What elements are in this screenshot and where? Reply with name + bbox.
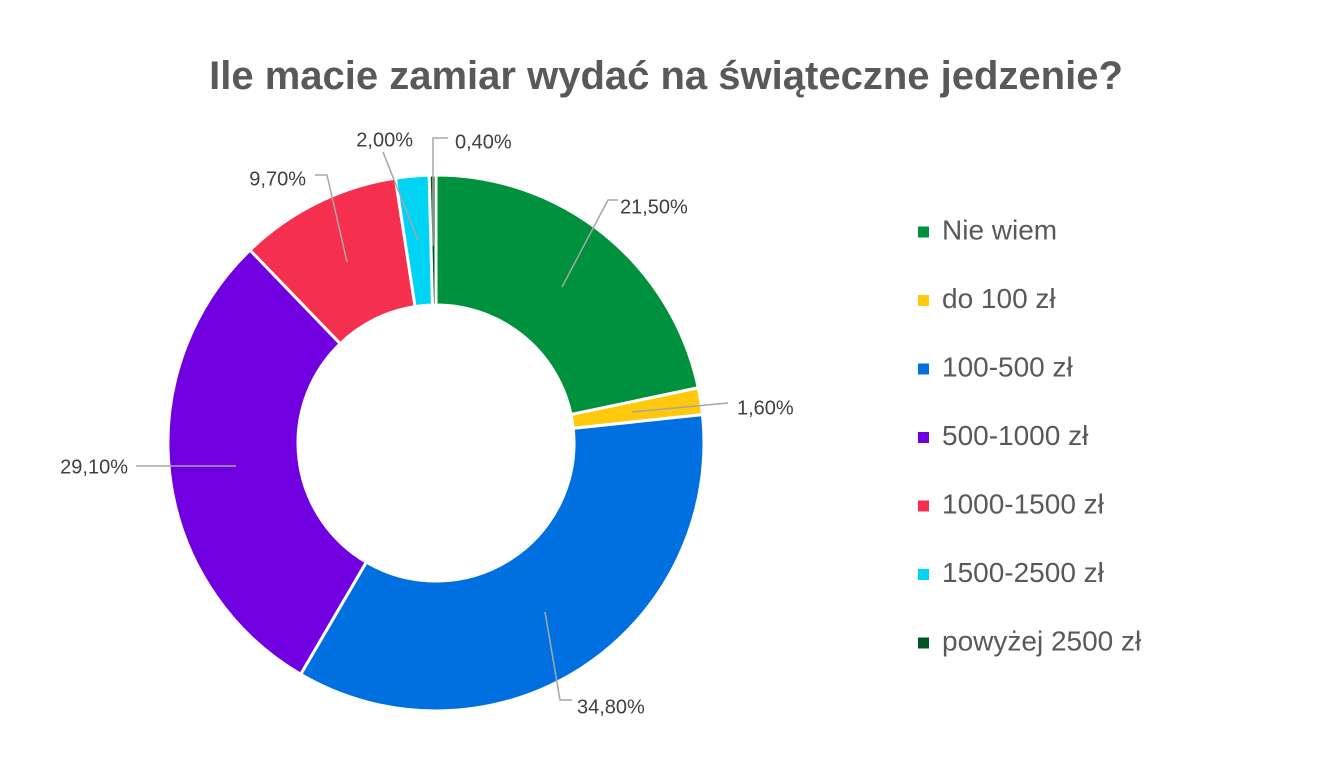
leader-lines [136, 137, 729, 701]
data-label-1500-2500-zl: 2,00% [356, 129, 413, 151]
legend-item-powyzej-2500-zl: powyżej 2500 zł [918, 625, 1142, 656]
data-label-nie-wiem: 21,50% [620, 196, 688, 218]
legend-swatch-nie-wiem [918, 226, 929, 238]
leader-line-nie-wiem [561, 199, 618, 288]
legend-swatch-500-1000-zl [918, 432, 929, 443]
legend-swatch-1500-2500-zl [918, 569, 929, 580]
data-label-500-1000-zl: 29,10% [60, 456, 128, 478]
legend-item-1000-1500-zl: 1000-1500 zł [918, 488, 1105, 519]
legend-swatch-100-500-zl [918, 363, 929, 375]
legend-swatch-powyzej-2500-zl [918, 637, 929, 649]
data-label-powyzej-2500-zl: 0,40% [455, 131, 512, 153]
legend-swatch-do-100-zl [918, 295, 929, 306]
legend-label-nie-wiem: Nie wiem [942, 214, 1057, 245]
legend-item-100-500-zl: 100-500 zł [918, 351, 1074, 382]
data-label-do-100-zl: 1,60% [737, 397, 794, 419]
legend-label-500-1000-zl: 500-1000 zł [942, 420, 1089, 451]
legend-label-1000-1500-zl: 1000-1500 zł [942, 488, 1105, 519]
legend-label-powyzej-2500-zl: powyżej 2500 zł [942, 625, 1142, 656]
legend-label-do-100-zl: do 100 zł [942, 283, 1056, 314]
leader-line-powyzej-2500-zl [432, 137, 448, 246]
slice-100-500-zl [298, 412, 706, 713]
data-label-100-500-zl: 34,80% [577, 696, 645, 718]
data-labels: 21,50% 1,60% 34,80% 29,10% 9,70% 2,00% 0,40% [60, 129, 794, 718]
legend-swatch-1000-1500-zl [918, 500, 929, 512]
legend-item-nie-wiem: Nie wiem [918, 214, 1057, 245]
slice-500-1000-zl [166, 247, 369, 677]
legend-item-500-1000-zl: 500-1000 zł [918, 420, 1089, 451]
data-label-1000-1500-zl: 9,70% [249, 168, 306, 190]
leader-line-1500-2500-zl [382, 151, 419, 241]
leader-line-1000-1500-zl [315, 174, 348, 263]
chart-legend: Nie wiem do 100 zł 100-500 zł 500-1000 zł 10… [918, 214, 1142, 656]
leader-line-do-100-zl [631, 402, 729, 413]
legend-label-1500-2500-zl: 1500-2500 zł [942, 557, 1105, 588]
legend-label-100-500-zl: 100-500 zł [942, 351, 1074, 382]
legend-item-1500-2500-zl: 1500-2500 zł [918, 557, 1105, 588]
donut-slices [166, 173, 706, 713]
slice-nie-wiem [434, 173, 701, 417]
legend-item-do-100-zl: do 100 zł [918, 283, 1056, 314]
leader-line-100-500-zl [544, 611, 572, 701]
chart-title: Ile macie zamiar wydać na świąteczne jed… [209, 54, 1123, 98]
